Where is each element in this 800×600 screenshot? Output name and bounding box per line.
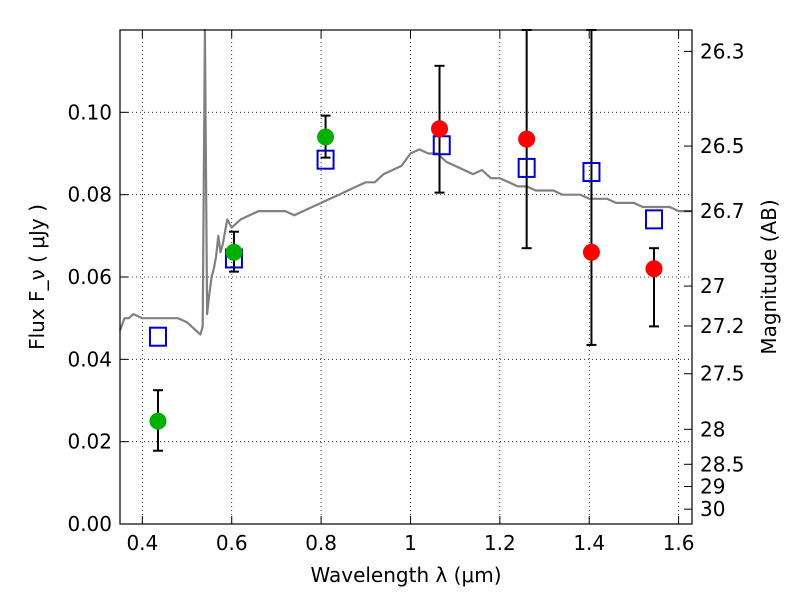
observed-flux-point (225, 243, 243, 261)
right-tick-label: 28 (700, 417, 725, 441)
model-flux-square (432, 135, 451, 156)
tick-layer: 0.4 0.6 0.8 1 1.2 1.4 1.6 0.00 0.02 0.04 0.06 0.08 0… (67, 30, 745, 555)
right-tick-label: 27 (700, 274, 725, 298)
spectrum-layer (118, 28, 692, 336)
x-axis-label: Wavelength λ (μm) (310, 563, 501, 587)
right-tick-label: 28.5 (700, 452, 745, 476)
x-tick-label: 1.4 (573, 531, 605, 555)
marker-layer (148, 120, 664, 430)
y-tick-label: 0.10 (67, 100, 112, 124)
observed-flux-point (518, 130, 536, 148)
right-tick-label: 27.2 (700, 314, 745, 338)
model-flux-square (148, 326, 167, 347)
x-tick-label: 0.4 (126, 531, 158, 555)
model-flux-square (645, 209, 664, 230)
right-tick-label: 30 (700, 497, 725, 521)
x-tick-label: 1.6 (663, 531, 695, 555)
right-tick-label: 26.5 (700, 134, 745, 158)
y-tick-label: 0.02 (67, 430, 112, 454)
y-tick-label: 0.08 (67, 183, 112, 207)
spectrum-line (118, 28, 692, 336)
model-flux-square (582, 162, 601, 183)
y-tick-label: 0.00 (67, 512, 112, 536)
x-tick-label: 1 (404, 531, 417, 555)
y-tick-label: 0.04 (67, 347, 112, 371)
observed-flux-point (149, 412, 167, 430)
observed-flux-point (582, 243, 600, 261)
right-y-axis-label: Magnitude (AB) (757, 199, 781, 354)
right-tick-label: 29 (700, 475, 725, 499)
errorbar-layer (152, 29, 660, 452)
x-tick-label: 0.8 (305, 531, 337, 555)
right-tick-label: 27.5 (700, 362, 745, 386)
x-tick-label: 1.2 (484, 531, 516, 555)
observed-flux-point (317, 128, 335, 146)
y-tick-label: 0.06 (67, 265, 112, 289)
right-tick-label: 26.7 (700, 199, 745, 223)
model-flux-square (517, 157, 536, 178)
x-tick-label: 0.6 (216, 531, 248, 555)
model-flux-square (316, 149, 335, 170)
observed-flux-point (645, 260, 663, 278)
y-axis-label: Flux F_ν ( μJy ) (25, 204, 49, 350)
right-tick-label: 26.3 (700, 39, 745, 63)
observed-flux-point (431, 120, 449, 138)
